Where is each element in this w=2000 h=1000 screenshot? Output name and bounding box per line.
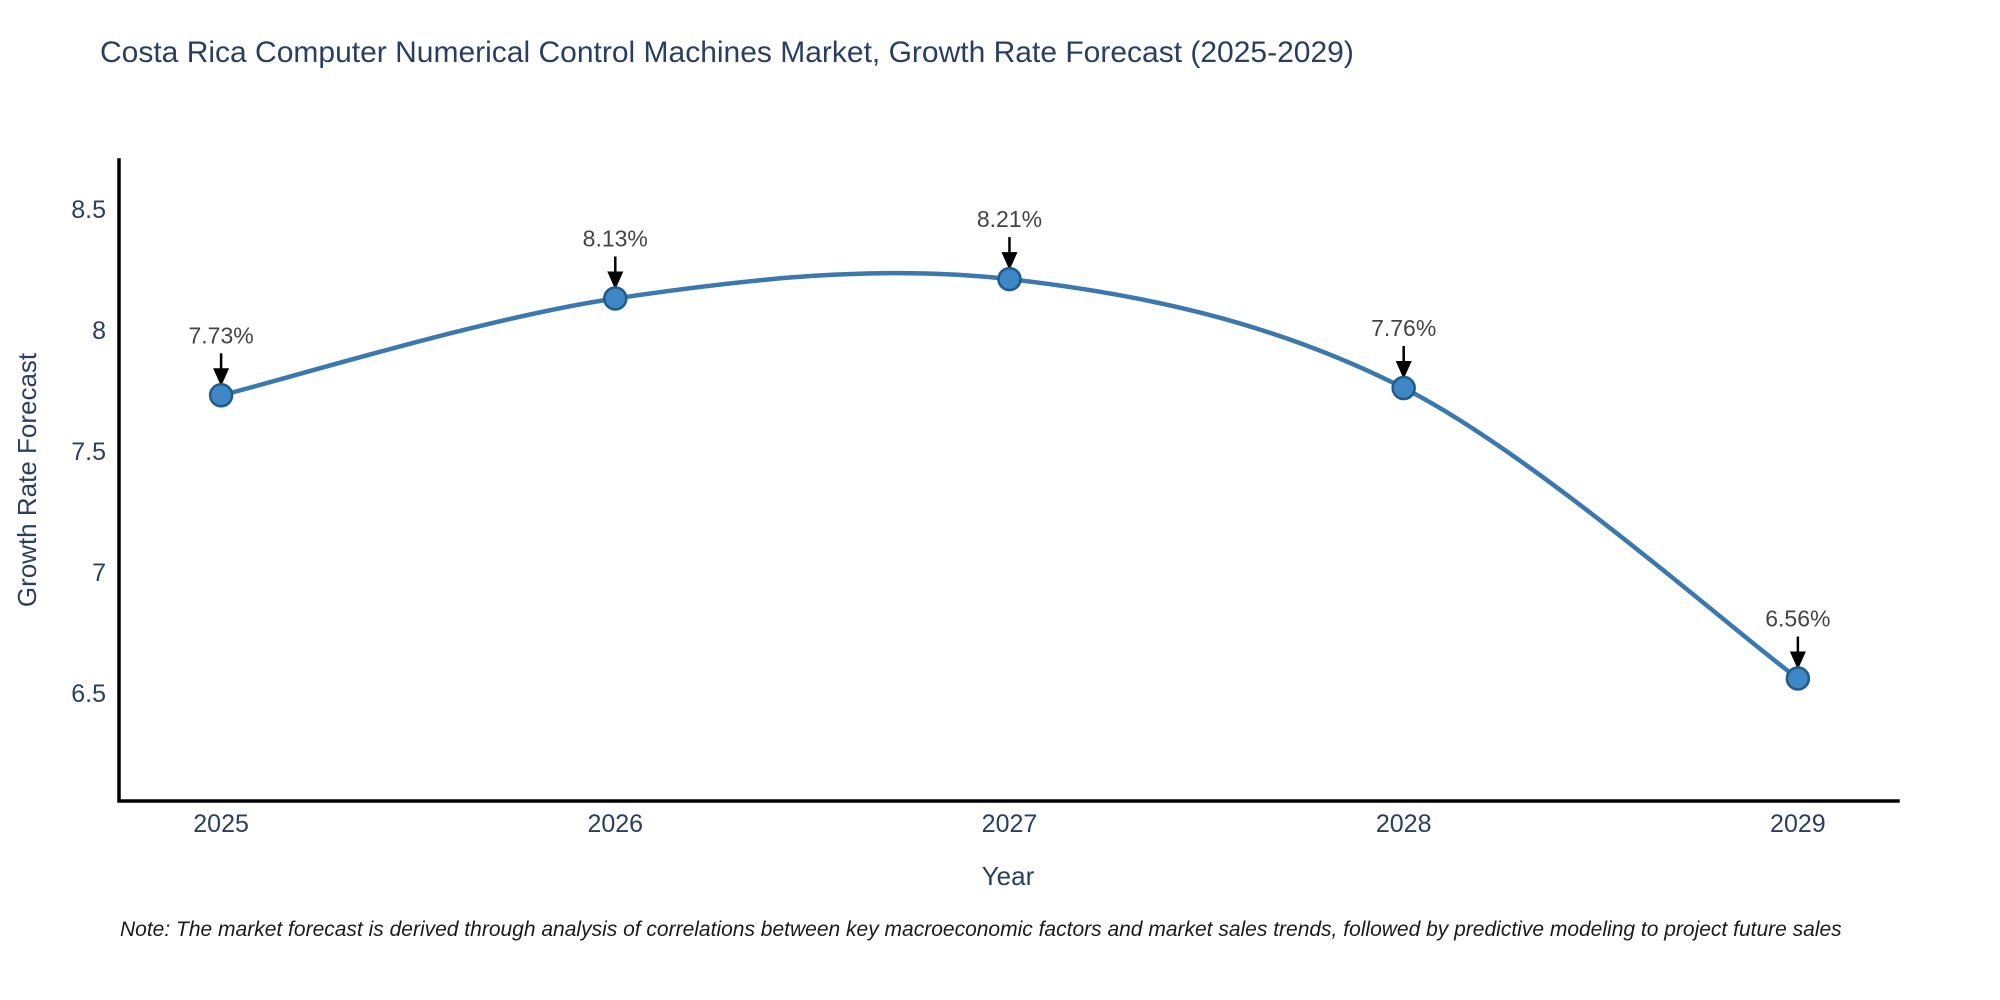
y-axis-title: Growth Rate Forecast (12, 352, 42, 607)
annotation-label-2027: 8.21% (977, 206, 1042, 232)
x-tick-label: 2028 (1376, 810, 1432, 838)
axis-lines (117, 158, 1900, 803)
footnote: Note: The market forecast is derived thr… (120, 918, 1842, 941)
x-axis-title: Year (982, 861, 1035, 891)
annotation-arrow-head (607, 271, 624, 290)
data-point-2027[interactable] (997, 266, 1022, 292)
data-point-2028[interactable] (1391, 375, 1416, 401)
data-point-2026[interactable] (603, 286, 628, 311)
annotation-arrow-head (1395, 361, 1412, 380)
x-tick-label: 2027 (982, 810, 1038, 838)
trend-line (218, 270, 1801, 681)
y-tick-label: 8 (92, 317, 106, 345)
annotation-label-2028: 7.76% (1371, 315, 1436, 341)
annotation-label-2026: 8.13% (583, 225, 648, 251)
plot-area: 8.5 8 7.5 7 6.5 2025 2026 2027 2028 2029 7.73% 8.13… (71, 158, 1900, 838)
y-tick-label: 7 (92, 559, 106, 587)
y-tick-label: 8.5 (71, 196, 106, 224)
x-tick-label: 2029 (1770, 810, 1826, 838)
data-point-2029[interactable] (1785, 666, 1811, 691)
data-point-2025[interactable] (208, 383, 234, 408)
y-tick-label: 7.5 (71, 438, 106, 466)
annotation-label-2029: 6.56% (1765, 606, 1830, 632)
annotation-arrow-head (213, 368, 230, 387)
chart-title: Costa Rica Computer Numerical Control Ma… (100, 36, 1354, 69)
y-tick-label: 6.5 (71, 680, 106, 708)
x-tick-label: 2026 (587, 810, 643, 838)
annotation-arrow-head (1789, 651, 1806, 670)
annotation-arrow-head (1001, 252, 1018, 271)
x-tick-label: 2025 (193, 810, 249, 838)
annotation-label-2025: 7.73% (188, 322, 253, 348)
